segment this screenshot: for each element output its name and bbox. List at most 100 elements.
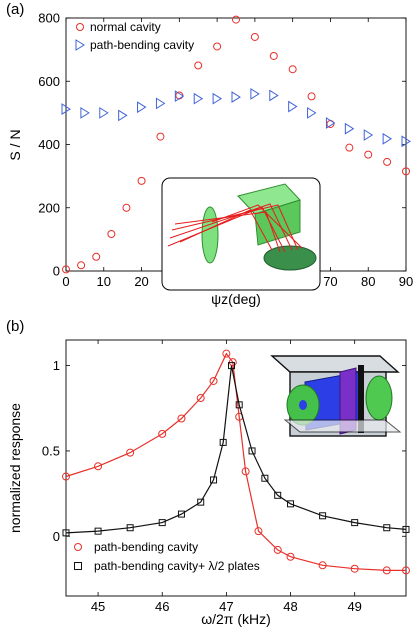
panel-b-point-1 <box>402 525 410 533</box>
panel-a-point-0 <box>364 150 373 159</box>
panel-a-point-1 <box>61 103 71 115</box>
legend-marker-normal-cavity <box>76 23 84 31</box>
legend-marker-path-bending-b <box>74 543 82 551</box>
panel-b-point-1 <box>351 519 359 527</box>
panel-b-ytick-label: 1 <box>53 358 60 373</box>
panel-a-ylabel: S / N <box>7 129 23 160</box>
panel-a-point-1 <box>401 135 411 148</box>
panel-b-point-1 <box>228 362 236 370</box>
panel-a-point-1 <box>231 91 241 103</box>
legend-normal-cavity: normal cavity <box>90 20 161 34</box>
panel-b-ticks: 45 46 47 48 49 0 0.5 1 <box>42 340 406 614</box>
panel-b-point-1 <box>274 491 282 499</box>
panel-a-xtick-label: 80 <box>361 274 375 289</box>
panel-b-point-1 <box>177 510 185 518</box>
panel-a-point-1 <box>155 97 166 110</box>
legend-path-bending-plates: path-bending cavity+ λ/2 plates <box>94 559 260 573</box>
panel-b-point-1 <box>261 474 269 482</box>
panel-a-point-0 <box>307 92 316 101</box>
panel-a-point-0 <box>77 261 86 270</box>
panel-b-point-0 <box>222 349 231 358</box>
panel-b-point-0 <box>158 429 167 438</box>
panel-a-point-1 <box>382 132 393 145</box>
panel-a-ytick-label: 200 <box>38 200 60 215</box>
legend-marker-path-bending-plates <box>74 562 82 570</box>
panel-b-xtick-label: 45 <box>91 599 105 614</box>
panel-a-point-1 <box>288 100 298 113</box>
panel-a-point-1 <box>118 109 128 122</box>
panel-b-xtick-label: 46 <box>155 599 169 614</box>
panel-a-legend: normal cavity path-bending cavity <box>75 20 194 52</box>
panel-b-frame <box>65 339 407 597</box>
panel-b-point-0 <box>318 561 327 570</box>
panel-a-xtick-label: 20 <box>134 274 148 289</box>
inset-b-left-disk-center <box>299 400 307 410</box>
panel-b-marks <box>62 349 410 575</box>
panel-b-xtick-label: 49 <box>347 599 361 614</box>
inset-b-right-disk <box>365 375 393 421</box>
panel-a-point-1 <box>193 92 204 105</box>
panel-a-xtick-label: 10 <box>97 274 111 289</box>
panel-a-point-0 <box>137 176 146 185</box>
panel-a-point-1 <box>269 89 279 102</box>
panel-b-point-1 <box>126 524 134 532</box>
panel-a-point-1 <box>307 106 317 119</box>
legend-path-bending-b: path-bending cavity <box>94 540 198 554</box>
panel-a: (a) 01020304050607080900200400600800 ψz(… <box>6 1 413 307</box>
panel-a-point-0 <box>250 32 259 41</box>
panel-a-point-1 <box>325 117 336 129</box>
panel-b-point-0 <box>62 472 70 481</box>
panel-a-xtick-label: 0 <box>62 274 69 289</box>
panel-b-label: (b) <box>6 318 24 335</box>
inset-b-box-top <box>270 355 400 373</box>
panel-b-point-1 <box>383 524 391 532</box>
panel-a-ytick-label: 800 <box>38 11 60 26</box>
panel-b-point-1 <box>235 401 243 409</box>
panel-a-point-0 <box>213 42 222 51</box>
inset-a-left-disk <box>201 206 219 264</box>
cavity-prism-assembly-icon <box>270 355 402 437</box>
panel-a-point-0 <box>383 157 392 166</box>
panel-b-point-1 <box>94 527 102 535</box>
panel-b-point-1 <box>287 500 295 508</box>
panel-a-ytick-label: 0 <box>53 264 60 279</box>
inset-b-divider <box>358 365 364 433</box>
panel-a-point-0 <box>122 203 131 212</box>
panel-b-point-1 <box>219 438 227 446</box>
legend-marker-path-bending-cavity <box>75 39 85 51</box>
panel-a-point-1 <box>99 106 109 119</box>
panel-b-point-1 <box>210 476 218 484</box>
panel-b-point-0 <box>286 552 295 561</box>
panel-b-point-0 <box>177 414 186 423</box>
panel-b-point-1 <box>158 519 166 527</box>
panel-a-point-0 <box>92 252 101 261</box>
panel-b-point-0 <box>241 467 250 476</box>
panel-b-xtick-label: 47 <box>219 599 233 614</box>
panel-b-point-0 <box>209 376 218 385</box>
inset-b-box-base <box>283 419 402 433</box>
inset-a-rays <box>167 203 303 253</box>
panel-a-point-0 <box>345 143 354 152</box>
inset-a-prism-face <box>254 199 301 246</box>
panel-a-point-1 <box>137 101 147 114</box>
panel-a-point-1 <box>344 122 355 135</box>
panel-b-ytick-label: 0.5 <box>42 443 60 458</box>
panel-a-point-0 <box>156 132 165 141</box>
panel-b-xtick-label: 48 <box>283 599 297 614</box>
panel-a-point-0 <box>232 15 240 24</box>
panel-b-point-1 <box>197 498 205 506</box>
panel-b-point-0 <box>402 566 410 575</box>
panel-a-label: (a) <box>6 1 24 18</box>
panel-a-point-1 <box>174 90 185 103</box>
panel-b-point-0 <box>350 564 359 573</box>
panel-b-point-0 <box>254 527 263 536</box>
panel-a-ytick-label: 400 <box>38 137 60 152</box>
panel-b-ylabel: normalized response <box>7 403 23 533</box>
panel-b-ytick-label: 0 <box>53 529 60 544</box>
panel-a-ytick-label: 600 <box>38 74 60 89</box>
panel-b-point-1 <box>248 447 256 455</box>
panel-a-point-0 <box>288 65 297 74</box>
panel-a-point-0 <box>62 265 70 274</box>
panel-a-point-1 <box>80 106 90 119</box>
